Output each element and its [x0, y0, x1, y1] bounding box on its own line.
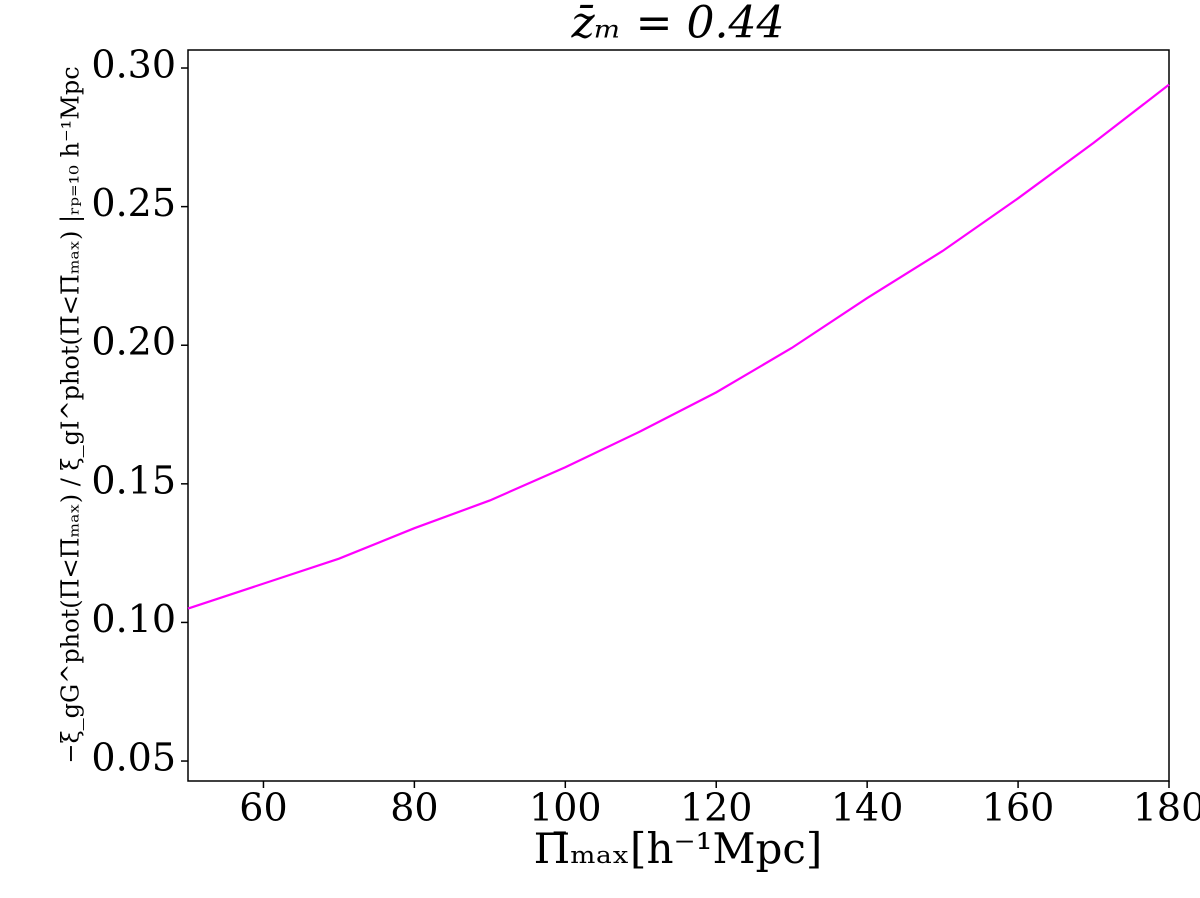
x-tick-label: 60	[239, 786, 287, 830]
y-axis-label: −ξ_gG^phot(Π̄<Π̄ₘₐₓ) / ξ_gI^phot(Π̄<Π̄ₘₐ…	[57, 66, 86, 763]
x-tick-label: 100	[529, 786, 602, 830]
data-line	[187, 83, 1170, 610]
chart-title: z̄ₘ = 0.44	[571, 0, 785, 49]
x-tick-label: 180	[1133, 786, 1200, 830]
y-tick-label: 0.25	[91, 181, 176, 225]
x-axis-label: Π̄ₘₐₓ[h⁻¹Mpc]	[534, 824, 823, 873]
x-tick-label: 80	[390, 786, 438, 830]
x-tick-label: 160	[982, 786, 1055, 830]
x-tick-label: 140	[831, 786, 904, 830]
y-tick-label: 0.30	[91, 43, 176, 87]
y-tick-label: 0.10	[91, 597, 176, 641]
y-tick-label: 0.15	[91, 458, 176, 502]
plot-frame	[187, 49, 1170, 782]
x-tick-label: 120	[680, 786, 753, 830]
y-tick-label: 0.05	[91, 736, 176, 780]
y-tick-label: 0.20	[91, 320, 176, 364]
